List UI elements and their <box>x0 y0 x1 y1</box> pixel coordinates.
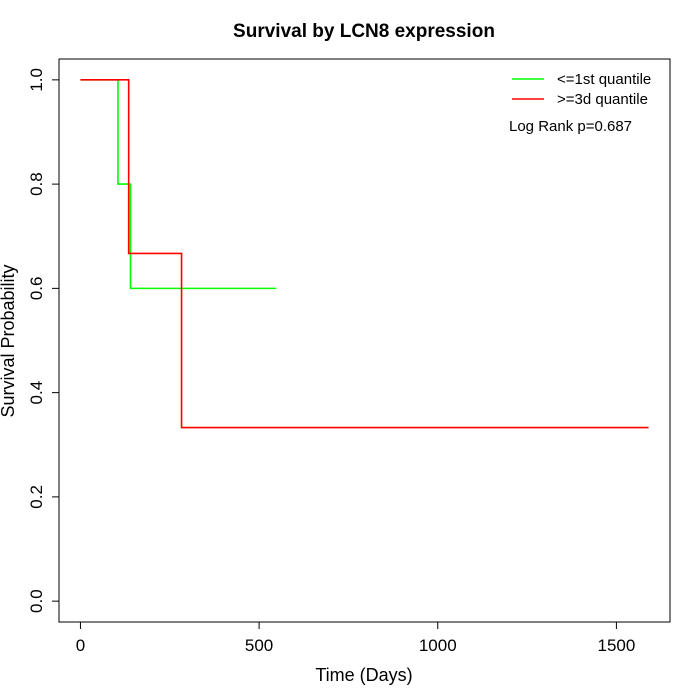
y-tick-label: 1.0 <box>27 68 46 92</box>
legend: <=1st quantile >=3d quantile <box>512 71 651 108</box>
survival-curve-1 <box>80 79 277 290</box>
survival-curve-2 <box>80 79 649 429</box>
x-axis-label: Time (Days) <box>315 665 412 685</box>
series-layer <box>80 79 649 429</box>
x-tick-label: 1500 <box>597 636 635 655</box>
x-tick-label: 500 <box>245 636 273 655</box>
y-tick-label: 0.0 <box>27 589 46 613</box>
chart-title: Survival by LCN8 expression <box>233 21 495 42</box>
legend-label: >=3d quantile <box>557 91 648 108</box>
x-axis: 0 500 1000 1500 <box>76 622 635 655</box>
x-tick-label: 0 <box>76 636 85 655</box>
y-axis: 0.0 0.2 0.4 0.6 0.8 1.0 <box>27 68 59 613</box>
y-tick-label: 0.4 <box>27 381 46 405</box>
legend-label: <=1st quantile <box>557 71 651 88</box>
y-tick-label: 0.6 <box>27 277 46 301</box>
plot-frame <box>58 58 671 623</box>
log-rank-annotation: Log Rank p=0.687 <box>509 118 632 135</box>
x-tick-label: 1000 <box>419 636 457 655</box>
y-tick-label: 0.2 <box>27 485 46 509</box>
y-axis-label: Survival Probability <box>0 264 18 417</box>
y-tick-label: 0.8 <box>27 172 46 196</box>
